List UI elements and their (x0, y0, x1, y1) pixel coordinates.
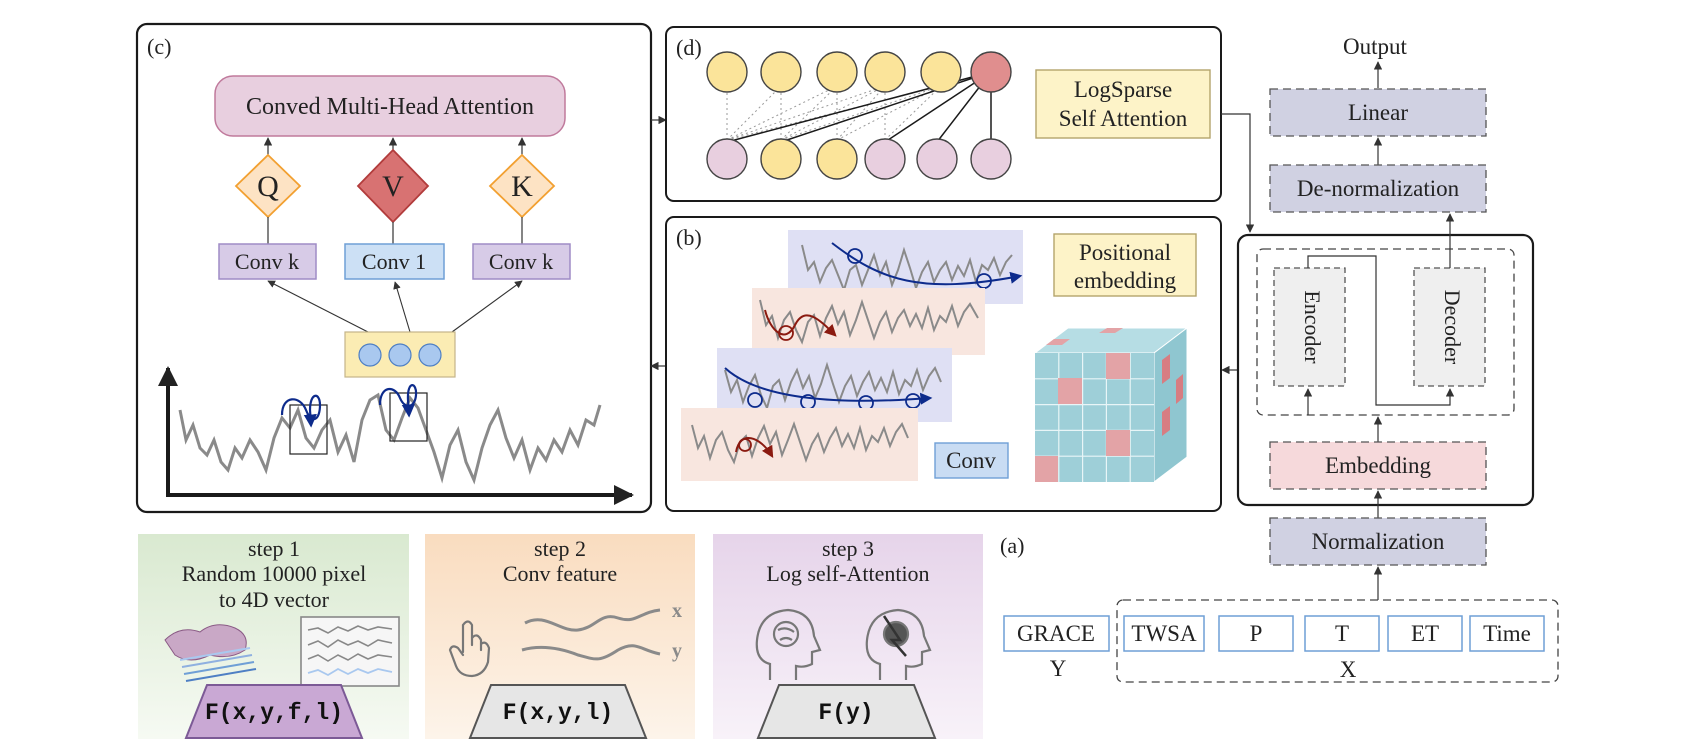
input-time (1469, 615, 1545, 652)
panel-c-label: (c) (147, 34, 171, 59)
q-label: Q (257, 170, 279, 203)
input-t (1304, 615, 1380, 652)
input-p-label: P (1250, 621, 1263, 646)
conv-1-box (344, 243, 445, 280)
positional-embedding-box (1053, 233, 1197, 297)
step-2-formula: F(x,y,l) (503, 700, 613, 726)
output-label: Output (1343, 34, 1408, 59)
node-top-4 (864, 51, 906, 93)
decoder-box (1413, 267, 1486, 387)
node-bottom-4 (864, 138, 906, 180)
input-et (1387, 615, 1463, 652)
panel-a-label: (a) (1000, 533, 1024, 558)
node-top-query (970, 51, 1012, 93)
step-2-card: step 2 Conv feature x y F(x,y,l) (425, 534, 695, 739)
input-twsa-label: TWSA (1131, 621, 1197, 646)
step-3-title: step 3 (822, 536, 874, 561)
panel-b: (b) Positional embedding Conv (665, 216, 1222, 512)
embedding-box (1269, 441, 1487, 490)
conv-k-left-label: Conv k (235, 249, 299, 274)
label-x: X (1340, 657, 1357, 682)
step-1-card: step 1 Random 10000 pixel to 4D vector F… (138, 534, 409, 739)
input-grace (1003, 615, 1110, 652)
conv-1-label: Conv 1 (362, 249, 426, 274)
step-1-formula: F(x,y,f,l) (205, 700, 343, 726)
hand-pointer-icon (448, 620, 491, 678)
conv-label-box (934, 442, 1009, 479)
normalization-box (1269, 517, 1487, 566)
logsparse-line1: LogSparse (1074, 77, 1172, 102)
panel-b-label: (b) (676, 225, 702, 250)
step-3-line1: Log self-Attention (766, 561, 929, 586)
step-2-line1: Conv feature (503, 561, 617, 586)
node-top-3 (816, 51, 858, 93)
step-2-trapezoid (468, 684, 648, 739)
conv-k-left-box (218, 243, 317, 280)
denormalization-label: De-normalization (1297, 176, 1460, 201)
brain-attention-icon (865, 608, 932, 680)
time-series-line (178, 392, 602, 485)
input-p (1218, 615, 1294, 652)
positional-line1: Positional (1079, 240, 1171, 265)
node-top-2 (760, 51, 802, 93)
node-top-5 (920, 51, 962, 93)
panel-d-label: (d) (676, 35, 702, 60)
feature-cube (1033, 326, 1189, 484)
step-3-trapezoid (756, 684, 937, 739)
encoder-box (1273, 267, 1346, 387)
conved-attention-label: Conved Multi-Head Attention (246, 94, 534, 120)
input-twsa (1123, 615, 1205, 652)
node-top-1 (706, 51, 748, 93)
step-1-title: step 1 (248, 536, 300, 561)
brain-head-icon (755, 608, 822, 680)
linear-label: Linear (1348, 100, 1408, 125)
step-1-line1: Random 10000 pixel (182, 561, 367, 586)
linear-box (1269, 88, 1487, 137)
step-3-card: step 3 Log self-Attention F(y) (713, 534, 983, 739)
normalization-label: Normalization (1312, 529, 1445, 554)
node-bottom-2 (760, 138, 802, 180)
step-2-y-label: y (672, 640, 682, 662)
label-y: Y (1050, 656, 1067, 681)
input-t-label: T (1335, 621, 1349, 646)
decoder-label: Decoder (1440, 290, 1465, 365)
k-label: K (511, 170, 533, 203)
panel-c: (c) Conved Multi-Head Attention Q V K Co… (135, 22, 653, 514)
logsparse-line2: Self Attention (1059, 106, 1188, 131)
conv-k-right-box (472, 243, 571, 280)
positional-line2: embedding (1074, 268, 1177, 293)
node-bottom-6 (970, 138, 1012, 180)
step-1-line2: to 4D vector (219, 587, 330, 612)
input-grace-label: GRACE (1017, 621, 1095, 646)
step-2-title: step 2 (534, 536, 586, 561)
conv-label: Conv (946, 448, 996, 473)
embedding-label: Embedding (1325, 453, 1432, 478)
encoder-label: Encoder (1300, 290, 1325, 364)
conv-k-right-label: Conv k (489, 249, 553, 274)
denormalization-box (1269, 164, 1487, 213)
panel-d: (d) LogSparse Self Atte (665, 26, 1222, 202)
node-bottom-3 (816, 138, 858, 180)
v-label: V (382, 170, 404, 203)
step-3-formula: F(y) (818, 700, 873, 726)
input-time-label: Time (1483, 621, 1531, 646)
step-2-x-label: x (672, 600, 682, 622)
logsparse-box (1035, 69, 1211, 139)
world-map-stack-icon (164, 624, 257, 682)
panel-a-model: Output Linear De-normalization Encoder D… (1000, 34, 1559, 683)
node-bottom-1 (706, 138, 748, 180)
input-et-label: ET (1411, 621, 1439, 646)
node-bottom-5 (916, 138, 958, 180)
conved-attention-box (214, 75, 566, 137)
step-1-trapezoid (184, 684, 364, 739)
